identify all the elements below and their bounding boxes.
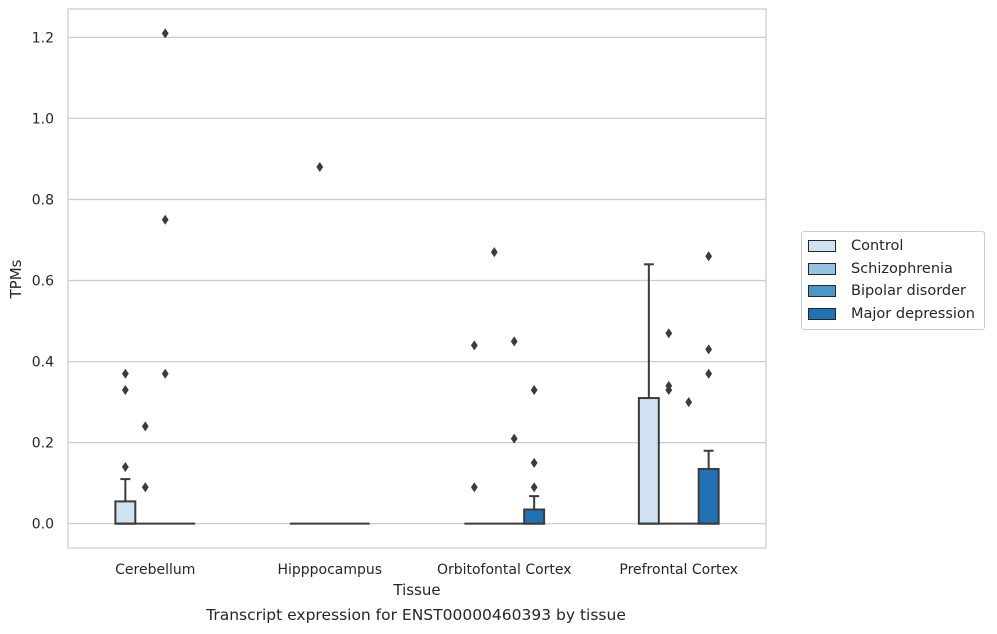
y-tick-label: 0.6 — [32, 274, 54, 290]
box-control — [637, 263, 660, 525]
outlier-point — [530, 457, 538, 468]
legend-label: Control — [851, 238, 904, 255]
legend-item: Schizophrenia — [802, 258, 984, 281]
box — [523, 508, 546, 525]
box — [114, 500, 137, 525]
box — [697, 467, 720, 525]
outlier-point — [141, 482, 149, 493]
legend-swatch — [808, 307, 836, 320]
outlier-point — [121, 368, 129, 379]
outlier-point — [161, 368, 169, 379]
y-axis: 0.0 0.2 0.4 0.6 0.8 1.0 1.2 — [32, 30, 54, 532]
box-bipolar-disorder — [504, 336, 525, 525]
box-bipolar-disorder — [155, 28, 176, 525]
legend-item: Control — [802, 235, 984, 258]
x-tick-label: Orbitofontal Cortex — [437, 562, 572, 578]
legend: Control Schizophrenia Bipolar disorder Majo… — [801, 231, 985, 330]
outlier-point — [161, 214, 169, 225]
y-tick-label: 0.8 — [32, 192, 54, 208]
plot-frame — [67, 8, 767, 549]
outlier-point — [705, 251, 713, 262]
outlier-point — [490, 247, 498, 258]
legend-item: Bipolar disorder — [802, 280, 984, 303]
outlier-point — [705, 344, 713, 355]
x-tick-label: Cerebellum — [115, 562, 195, 578]
outlier-point — [530, 482, 538, 493]
outlier-point — [510, 433, 518, 444]
legend-swatch — [808, 262, 836, 275]
box-schizophrenia — [135, 421, 156, 525]
legend-label: Major depression — [851, 305, 975, 322]
legend-label: Bipolar disorder — [851, 283, 966, 300]
outlier-point — [530, 384, 538, 395]
box-schizophrenia — [658, 328, 679, 525]
y-tick-label: 0.4 — [32, 355, 54, 371]
outlier-point — [685, 397, 693, 408]
legend-swatch — [808, 240, 836, 253]
box-plots — [114, 28, 720, 525]
y-tick-label: 1.2 — [32, 30, 54, 46]
outlier-point — [705, 368, 713, 379]
y-tick-label: 0.2 — [32, 436, 54, 452]
outlier-point — [121, 461, 129, 472]
outlier-point — [121, 384, 129, 395]
box-major-depression — [523, 384, 546, 525]
box-bipolar-disorder — [678, 397, 699, 525]
outlier-point — [161, 28, 169, 39]
grid-lines — [68, 36, 766, 525]
box-schizophrenia — [309, 162, 330, 525]
box-schizophrenia — [484, 247, 505, 525]
legend-label: Schizophrenia — [851, 260, 953, 277]
outlier-point — [665, 328, 673, 339]
figure-caption: Transcript expression for ENST0000046039… — [206, 606, 626, 624]
y-tick-label: 1.0 — [32, 111, 54, 127]
outlier-point — [470, 482, 478, 493]
box-major-depression — [697, 251, 720, 525]
outlier-point — [510, 336, 518, 347]
outlier-point — [665, 380, 673, 391]
x-axis-label: Tissue — [392, 581, 440, 599]
outlier-point — [141, 421, 149, 432]
box-control — [114, 368, 137, 525]
y-tick-label: 0.0 — [32, 517, 54, 533]
box — [637, 397, 660, 525]
outlier-point — [470, 340, 478, 351]
x-axis: Cerebellum Hipppocampus Orbitofontal Corte… — [115, 562, 738, 578]
x-tick-label: Prefrontal Cortex — [619, 562, 738, 578]
x-tick-label: Hipppocampus — [277, 562, 382, 578]
box-control — [464, 340, 485, 525]
y-axis-label: TPMs — [7, 259, 25, 299]
outlier-point — [316, 162, 324, 173]
legend-swatch — [808, 285, 836, 298]
legend-item: Major depression — [802, 303, 984, 326]
